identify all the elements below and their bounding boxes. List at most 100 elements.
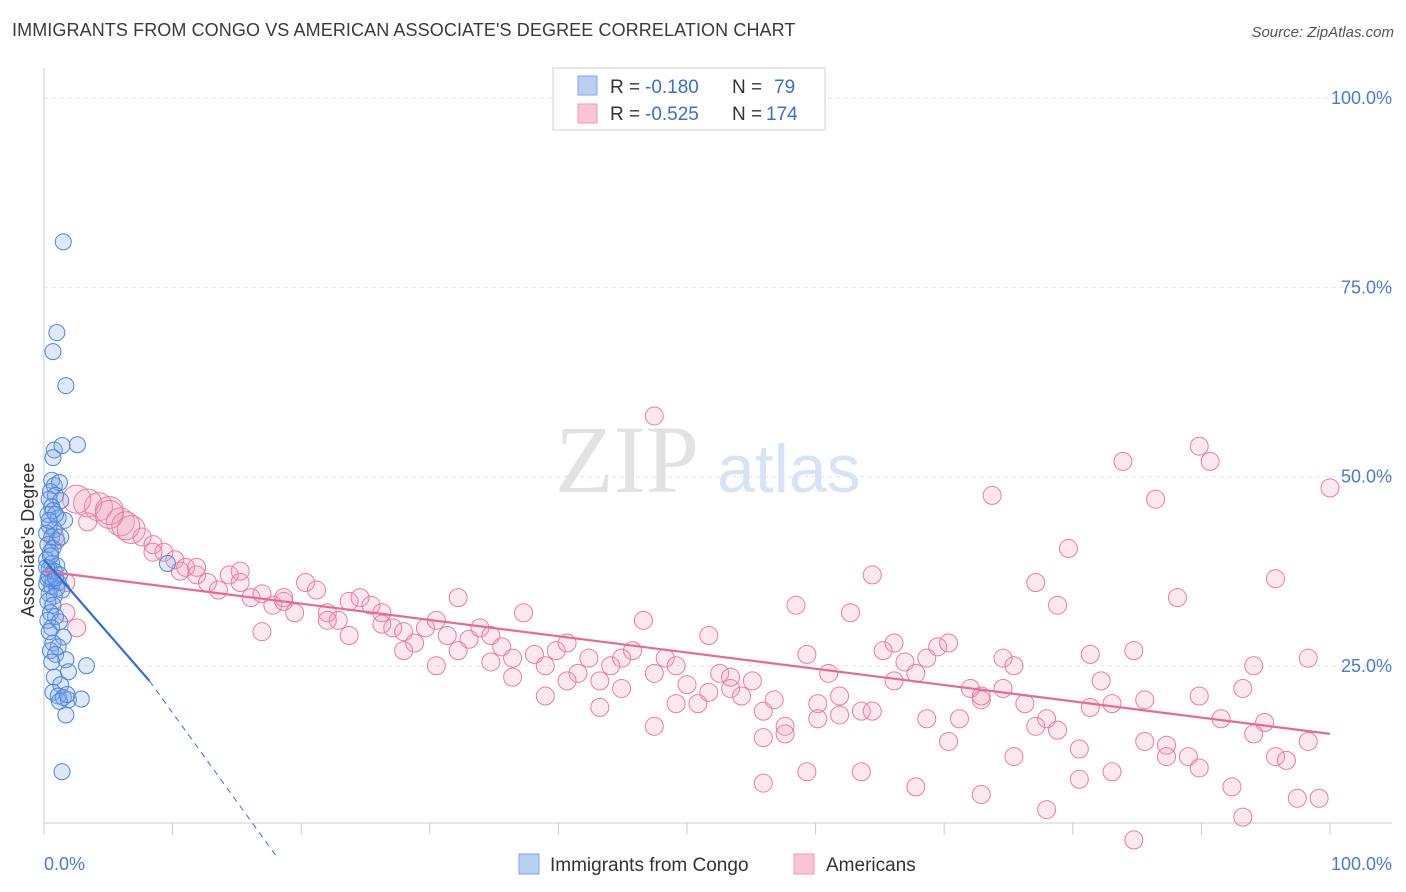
americans-point — [154, 542, 174, 562]
americans-point — [535, 656, 555, 676]
americans-point — [579, 648, 599, 668]
congo-point — [50, 474, 68, 492]
americans-point — [361, 595, 381, 615]
congo-point — [72, 690, 90, 708]
congo-point — [52, 528, 70, 546]
americans-point — [67, 618, 87, 638]
americans-points — [45, 406, 1340, 850]
americans-point — [764, 690, 784, 710]
americans-point — [1146, 489, 1166, 509]
americans-point — [797, 762, 817, 782]
americans-point — [786, 595, 806, 615]
bottom-legend-swatch-americans — [793, 853, 815, 875]
americans-point — [285, 603, 305, 623]
congo-point — [44, 343, 62, 361]
americans-point — [1287, 788, 1307, 808]
americans-point — [437, 625, 457, 645]
americans-point — [1135, 731, 1155, 751]
americans-point — [819, 663, 839, 683]
americans-point — [1069, 769, 1089, 789]
americans-point — [601, 656, 621, 676]
americans-point — [383, 618, 403, 638]
americans-point — [1298, 731, 1318, 751]
x-tick-label-0: 0.0% — [44, 854, 85, 874]
americans-point — [1266, 569, 1286, 589]
trend-lines — [43, 559, 1331, 856]
congo-point — [53, 763, 71, 781]
stats-legend: R = -0.180 N = 79 R = -0.525 N = 174 — [552, 67, 826, 131]
americans-point — [1048, 595, 1068, 615]
americans-point — [982, 485, 1002, 505]
axes — [43, 68, 1392, 835]
americans-point — [1135, 690, 1155, 710]
americans-point — [862, 565, 882, 585]
americans-point — [1004, 656, 1024, 676]
americans-point — [514, 603, 534, 623]
legend-swatch-americans — [577, 103, 598, 124]
americans-point — [1309, 788, 1329, 808]
americans-point — [1091, 671, 1111, 691]
americans-point — [1015, 694, 1035, 714]
americans-point — [546, 641, 566, 661]
americans-point — [1167, 588, 1187, 608]
americans-point — [666, 694, 686, 714]
americans-point — [1080, 697, 1100, 717]
americans-point — [176, 557, 196, 577]
americans-point — [612, 648, 632, 668]
americans-point — [208, 580, 228, 600]
americans-point — [873, 641, 893, 661]
americans-point — [1124, 641, 1144, 661]
americans-point — [1189, 758, 1209, 778]
chart-source: Source: ZipAtlas.com — [1251, 24, 1394, 41]
americans-point — [644, 716, 664, 736]
americans-point — [939, 633, 959, 653]
legend-n-value-americans: 174 — [766, 104, 798, 125]
americans-point — [830, 705, 850, 725]
americans-point — [917, 648, 937, 668]
americans-point — [971, 784, 991, 804]
americans-point — [1200, 451, 1220, 471]
americans-point — [426, 656, 446, 676]
congo-point — [54, 233, 72, 251]
americans-point — [884, 671, 904, 691]
americans-point — [939, 731, 959, 751]
americans-point — [1113, 451, 1133, 471]
americans-point — [1124, 830, 1144, 850]
americans-point — [116, 514, 146, 544]
americans-point — [666, 656, 686, 676]
americans-point — [590, 671, 610, 691]
y-tick-label-0: 25.0% — [1341, 656, 1392, 676]
americans-point — [317, 610, 337, 630]
americans-point — [644, 663, 664, 683]
americans-point — [1233, 678, 1253, 698]
americans-point — [1189, 686, 1209, 706]
americans-point — [339, 625, 359, 645]
americans-point — [1026, 572, 1046, 592]
americans-point — [906, 777, 926, 797]
bottom-legend-label-americans: Americans — [826, 855, 916, 876]
congo-point — [57, 377, 75, 395]
americans-point — [394, 641, 414, 661]
congo-point — [47, 505, 65, 523]
americans-point — [699, 682, 719, 702]
congo-point — [48, 324, 66, 342]
americans-point — [187, 565, 207, 585]
americans-point — [503, 667, 523, 687]
americans-point — [830, 686, 850, 706]
americans-point — [840, 603, 860, 623]
americans-point — [306, 580, 326, 600]
congo-point — [158, 555, 176, 573]
congo-point — [53, 436, 71, 454]
americans-point — [1244, 656, 1264, 676]
y-tick-label-3: 100.0% — [1331, 88, 1392, 108]
y-tick-label-2: 75.0% — [1341, 277, 1392, 297]
americans-point — [1080, 644, 1100, 664]
congo-point — [43, 653, 61, 671]
legend-n-value-congo: 79 — [774, 77, 795, 98]
americans-point — [851, 762, 871, 782]
legend-r-value-americans: -0.525 — [645, 104, 699, 125]
americans-point — [372, 614, 392, 634]
americans-point — [971, 686, 991, 706]
americans-point — [1058, 538, 1078, 558]
